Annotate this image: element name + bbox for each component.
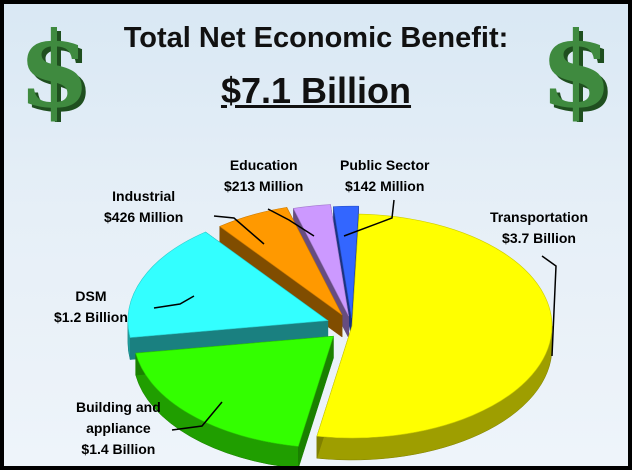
label-transportation: Transportation $3.7 Billion (490, 207, 588, 249)
label-building-value: $1.4 Billion (81, 441, 156, 457)
slide-frame: $ $ $ $ Total Net Economic Benefit: $7.1… (3, 3, 629, 467)
label-public-sector-value: $142 Million (345, 178, 425, 194)
label-public-sector: Public Sector $142 Million (340, 155, 429, 197)
pie-slice-transportation (316, 213, 553, 461)
label-education-name: Education (229, 157, 298, 173)
label-dsm-name: DSM (75, 288, 107, 304)
svg-text:$: $ (18, 22, 90, 122)
leader-transportation (541, 255, 557, 357)
leader-dsm (153, 295, 195, 309)
label-industrial: Industrial $426 Million (104, 186, 183, 228)
svg-text:$: $ (540, 22, 612, 122)
label-education: Education $213 Million (224, 155, 303, 197)
pie-slice-top (127, 231, 329, 338)
pie-slice-top (316, 213, 553, 439)
pie-slice-top (219, 207, 343, 316)
leader-public-sector (343, 199, 395, 237)
pie-chart (127, 199, 557, 466)
pie-slice-top (135, 335, 334, 447)
dollar-sign-icon: $ $ (540, 22, 616, 122)
svg-text:$: $ (22, 22, 94, 122)
pie-slice-building-and-appliance (135, 335, 334, 466)
label-transportation-value: $3.7 Billion (502, 230, 576, 246)
label-building: Building and appliance $1.4 Billion (76, 397, 161, 460)
label-industrial-name: Industrial (112, 188, 176, 204)
label-dsm: DSM $1.2 Billion (54, 286, 128, 328)
label-public-sector-name: Public Sector (340, 157, 430, 173)
pie-slice-top (333, 205, 359, 319)
label-industrial-value: $426 Million (104, 209, 184, 225)
leader-education (267, 208, 315, 237)
label-transportation-name: Transportation (490, 209, 589, 225)
label-education-value: $213 Million (224, 178, 304, 194)
dollar-sign-icon: $ $ (18, 22, 94, 122)
leader-building (171, 401, 223, 431)
label-dsm-value: $1.2 Billion (54, 309, 128, 325)
chart-title: Total Net Economic Benefit: (123, 22, 509, 54)
svg-text:$: $ (544, 22, 616, 122)
label-building-name-1: Building and (76, 399, 161, 415)
chart-subtitle: $7.1 Billion (220, 70, 412, 111)
label-building-name-2: appliance (86, 420, 151, 436)
leader-industrial (213, 215, 265, 245)
